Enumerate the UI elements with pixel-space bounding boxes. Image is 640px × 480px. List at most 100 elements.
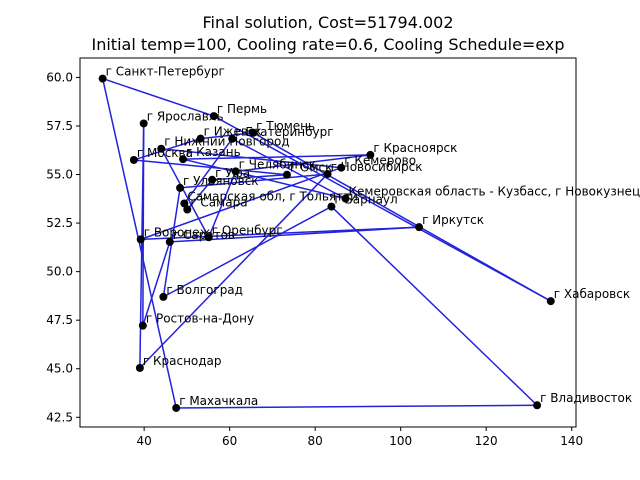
x-tick-label: 100	[389, 434, 412, 448]
city-label: г Уфа	[215, 166, 250, 180]
route-segment	[139, 173, 329, 369]
route-segment	[163, 205, 332, 298]
city-point	[157, 144, 166, 153]
x-tick-label: 140	[560, 434, 583, 448]
route-segment	[142, 241, 171, 326]
city-point	[165, 237, 174, 246]
city-label: г Москва	[137, 146, 193, 160]
city-point	[135, 363, 144, 372]
city-point	[183, 205, 192, 214]
y-tick-label: 57.5	[46, 119, 73, 133]
city-point	[415, 223, 424, 232]
chart-title: Final solution, Cost=51794.002	[203, 13, 454, 32]
city-point	[204, 233, 213, 242]
y-tick-label: 42.5	[46, 410, 73, 424]
city-label: г Новосибирск	[331, 160, 423, 174]
y-tick-label: 47.5	[46, 313, 73, 327]
y-tick-label: 45.0	[46, 362, 73, 376]
route-segment	[212, 173, 288, 181]
route-segment	[161, 147, 342, 169]
route-segment	[330, 206, 538, 406]
city-label: г Оренбург	[212, 223, 283, 237]
chart-subtitle: Initial temp=100, Cooling rate=0.6, Cool…	[91, 35, 564, 54]
city-point	[228, 134, 237, 143]
city-point	[546, 297, 555, 306]
city-point	[136, 235, 145, 244]
route-segment	[101, 78, 177, 409]
city-point	[323, 169, 332, 178]
city-point	[139, 119, 148, 128]
city-label: г Махачкала	[179, 394, 258, 408]
route-segment	[213, 115, 552, 302]
city-label: г Нижний Новгород	[164, 135, 289, 149]
route-segment	[182, 158, 346, 200]
city-label: г Екатеринбург	[235, 125, 333, 139]
city-points	[98, 74, 555, 412]
city-label: г Казань	[186, 145, 241, 159]
route-segment	[179, 173, 328, 189]
city-label: г Хабаровск	[554, 287, 630, 301]
city-label: г Саратов	[173, 228, 235, 242]
route-segment	[160, 148, 210, 238]
city-label: г Ярославль	[147, 109, 224, 123]
city-label: г Воронеж	[144, 225, 211, 239]
x-tick-label: 80	[308, 434, 323, 448]
y-tick-label: 52.5	[46, 216, 73, 230]
route-segment	[176, 404, 538, 409]
route-segment	[231, 138, 346, 200]
x-tick-label: 40	[136, 434, 151, 448]
route-segment	[183, 138, 233, 204]
city-label: г Кемерово	[344, 154, 416, 168]
city-label: г Санкт-Петербург	[106, 65, 225, 79]
x-tick-label: 120	[475, 434, 498, 448]
city-point	[282, 170, 291, 179]
city-label: г Краснодар	[143, 354, 222, 368]
city-label: Кемеровская область - Кузбасс, г Новокуз…	[349, 185, 640, 199]
x-axis: 40 60 80 100 120 140	[136, 427, 583, 448]
city-point	[209, 112, 218, 121]
city-label: г Иркутск	[422, 213, 484, 227]
city-point	[196, 134, 205, 143]
city-point	[231, 167, 240, 176]
city-label: г Омск	[290, 161, 332, 175]
city-point	[366, 150, 375, 159]
city-point	[129, 155, 138, 164]
city-label: г Владивосток	[540, 391, 632, 405]
x-tick-label: 60	[222, 434, 237, 448]
y-tick-label: 55.0	[46, 168, 73, 182]
city-point	[533, 401, 542, 410]
city-point	[159, 292, 168, 301]
city-label: г Челябинск	[239, 157, 317, 171]
city-label: г Ульяновск	[183, 174, 259, 188]
city-point	[180, 199, 189, 208]
y-tick-label: 50.0	[46, 265, 73, 279]
city-label: г Ростов-на-Дону	[146, 312, 254, 326]
route-segment	[200, 132, 254, 140]
city-point	[98, 74, 107, 83]
city-label: г Красноярск	[373, 141, 457, 155]
city-label: г Барнаул	[334, 193, 397, 207]
plot-frame	[79, 57, 577, 428]
city-label: г Пермь	[217, 102, 267, 116]
city-label: г Ижевск	[204, 125, 262, 139]
y-tick-label: 60.0	[46, 70, 73, 84]
route-segment	[183, 154, 371, 160]
city-point	[327, 202, 336, 211]
city-point	[138, 321, 147, 330]
y-axis: 42.5 45.0 47.5 50.0 52.5 55.0 57.5 60.0	[46, 70, 80, 424]
route-segment	[252, 132, 552, 302]
city-point	[341, 194, 350, 203]
city-point	[179, 155, 188, 164]
city-label: Самарская обл, г Тольятти	[187, 189, 358, 203]
city-label: г Волгоград	[166, 283, 243, 297]
city-point	[337, 163, 346, 172]
city-point	[249, 128, 258, 137]
route-segment	[102, 77, 215, 117]
city-label: г Самара	[190, 195, 247, 209]
city-point	[172, 403, 181, 412]
city-label: г Тюмень	[256, 119, 315, 133]
city-point	[208, 175, 217, 184]
city-point	[176, 183, 185, 192]
